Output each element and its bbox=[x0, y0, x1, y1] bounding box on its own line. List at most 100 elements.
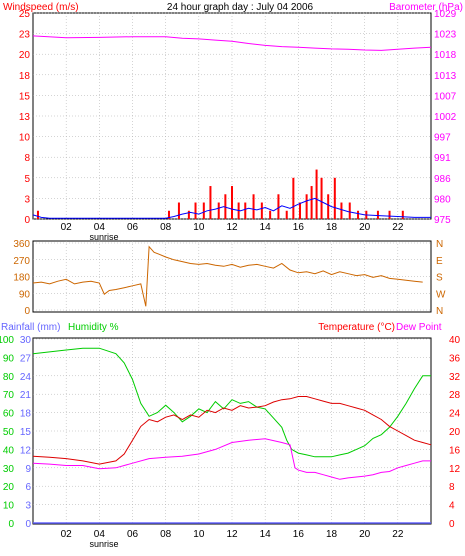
rainfall-tick-label: 0 bbox=[25, 519, 31, 530]
barometer-tick-label: 1002 bbox=[434, 112, 457, 123]
windspeed-tick-label: 3 bbox=[24, 194, 30, 205]
temp-x-tick-label: 10 bbox=[193, 529, 205, 540]
temp-x-tick-label: 20 bbox=[359, 529, 371, 540]
temp-x-tick-label: 16 bbox=[293, 529, 305, 540]
wind-x-tick-label: 10 bbox=[193, 222, 205, 233]
humidity-tick-label: 70 bbox=[3, 390, 15, 401]
humidity-tick-label: 40 bbox=[3, 445, 15, 456]
rainfall-tick-label: 18 bbox=[20, 409, 32, 420]
direction-degree-label: 0 bbox=[24, 306, 30, 317]
gust-bar bbox=[320, 177, 323, 219]
humidity-tick-labels: 0 10 20 30 40 50 60 70 80 90 100 bbox=[0, 335, 14, 530]
wind-x-tick-label: 12 bbox=[226, 222, 238, 233]
wind-x-tick-label: 14 bbox=[260, 222, 272, 233]
temperature-tick-label: 12 bbox=[449, 464, 461, 475]
wind-x-tick-label: 02 bbox=[61, 222, 73, 233]
barometer-tick-label: 1007 bbox=[434, 91, 457, 102]
wind-x-tick-labels: 02 04 06 08 10 12 14 16 18 20 22 bbox=[61, 222, 404, 233]
direction-degree-label: 90 bbox=[19, 289, 31, 300]
gust-bar bbox=[244, 202, 247, 219]
gust-bar bbox=[357, 210, 360, 219]
barometer-tick-label: 997 bbox=[434, 133, 451, 144]
temperature-tick-label: 40 bbox=[449, 335, 461, 346]
wind-x-tick-label: 04 bbox=[94, 222, 106, 233]
direction-degree-label: 180 bbox=[13, 273, 30, 284]
rainfall-tick-label: 12 bbox=[20, 445, 32, 456]
humidity-tick-label: 20 bbox=[3, 482, 15, 493]
gust-bar bbox=[277, 194, 280, 219]
chart-title: 24 hour graph day : July 04 2006 bbox=[167, 2, 314, 13]
gust-bar bbox=[252, 194, 255, 219]
humidity-tick-label: 10 bbox=[3, 501, 15, 512]
dewpoint-axis-label: Dew Point bbox=[396, 322, 442, 333]
windspeed-tick-label: 15 bbox=[19, 91, 31, 102]
gust-bar bbox=[194, 202, 197, 219]
windspeed-tick-label: 18 bbox=[19, 71, 31, 82]
humidity-tick-label: 80 bbox=[3, 372, 15, 383]
barometer-tick-label: 1018 bbox=[434, 50, 457, 61]
humidity-axis-label: Humidity % bbox=[68, 322, 119, 333]
gust-bar bbox=[285, 210, 288, 219]
direction-compass-label: E bbox=[436, 256, 443, 267]
temperature-tick-label: 24 bbox=[449, 409, 461, 420]
gust-bar bbox=[315, 169, 318, 219]
windspeed-tick-label: 10 bbox=[19, 133, 31, 144]
barometer-tick-label: 1029 bbox=[434, 9, 457, 20]
temperature-tick-label: 36 bbox=[449, 353, 461, 364]
gust-bar bbox=[36, 210, 39, 219]
gust-bar bbox=[333, 177, 336, 219]
temp-x-tick-label: 22 bbox=[392, 529, 404, 540]
humidity-tick-label: 90 bbox=[3, 353, 15, 364]
temperature-line bbox=[32, 396, 432, 465]
rainfall-tick-label: 30 bbox=[20, 335, 32, 346]
gust-bar bbox=[305, 194, 308, 219]
humidity-tick-label: 50 bbox=[3, 427, 15, 438]
rainfall-tick-label: 6 bbox=[25, 482, 31, 493]
direction-line bbox=[32, 245, 423, 307]
windspeed-tick-label: 5 bbox=[24, 174, 30, 185]
temp-x-tick-labels: 02 04 06 08 10 12 14 16 18 20 22 bbox=[61, 529, 404, 540]
temperature-tick-label: 4 bbox=[449, 501, 455, 512]
windspeed-line bbox=[32, 197, 431, 219]
windspeed-tick-label: 13 bbox=[19, 112, 31, 123]
temp-x-tick-label: 04 bbox=[94, 529, 106, 540]
panel-temp-humidity: Rainfall (mm) Humidity % Temperature (°C… bbox=[0, 322, 461, 549]
barometer-tick-label: 986 bbox=[434, 174, 451, 185]
gust-bar bbox=[401, 210, 404, 219]
sunrise-label-top: sunrise bbox=[89, 232, 118, 242]
direction-compass-label: N bbox=[436, 306, 443, 317]
barometer-tick-label: 1013 bbox=[434, 71, 457, 82]
rainfall-axis-label: Rainfall (mm) bbox=[1, 322, 60, 333]
temp-x-tick-label: 12 bbox=[226, 529, 238, 540]
humidity-tick-label: 100 bbox=[0, 335, 14, 346]
barometer-tick-label: 980 bbox=[434, 194, 451, 205]
temperature-tick-label: 32 bbox=[449, 372, 461, 383]
windspeed-tick-label: 20 bbox=[19, 50, 31, 61]
humidity-tick-label: 30 bbox=[3, 464, 15, 475]
temperature-tick-labels: 0 4 8 12 16 20 24 28 32 36 40 bbox=[449, 335, 461, 530]
wind-x-tick-label: 16 bbox=[293, 222, 305, 233]
rainfall-tick-label: 27 bbox=[20, 353, 32, 364]
gust-bar bbox=[260, 202, 263, 219]
windspeed-axis-label: Windspeed (m/s) bbox=[3, 2, 79, 13]
direction-plot-grid bbox=[33, 241, 431, 312]
rainfall-tick-label: 9 bbox=[25, 464, 31, 475]
gust-bar bbox=[217, 202, 220, 219]
gust-bar bbox=[202, 202, 205, 219]
gust-bar bbox=[376, 210, 379, 219]
gust-bar bbox=[388, 210, 391, 219]
gust-bar bbox=[340, 202, 343, 219]
windspeed-tick-labels: 0 3 5 8 10 13 15 18 20 23 25 bbox=[19, 9, 31, 226]
gust-bar bbox=[231, 186, 233, 219]
rainfall-tick-label: 3 bbox=[25, 501, 31, 512]
gust-bar bbox=[348, 202, 351, 219]
gust-bar bbox=[298, 202, 301, 219]
temperature-tick-label: 16 bbox=[449, 445, 461, 456]
temperature-tick-label: 0 bbox=[449, 519, 455, 530]
temperature-tick-label: 8 bbox=[449, 482, 455, 493]
humidity-tick-label: 60 bbox=[3, 409, 15, 420]
gust-bar bbox=[327, 194, 330, 219]
